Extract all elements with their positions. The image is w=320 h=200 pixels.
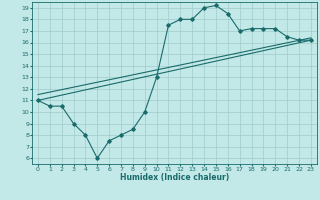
X-axis label: Humidex (Indice chaleur): Humidex (Indice chaleur) <box>120 173 229 182</box>
